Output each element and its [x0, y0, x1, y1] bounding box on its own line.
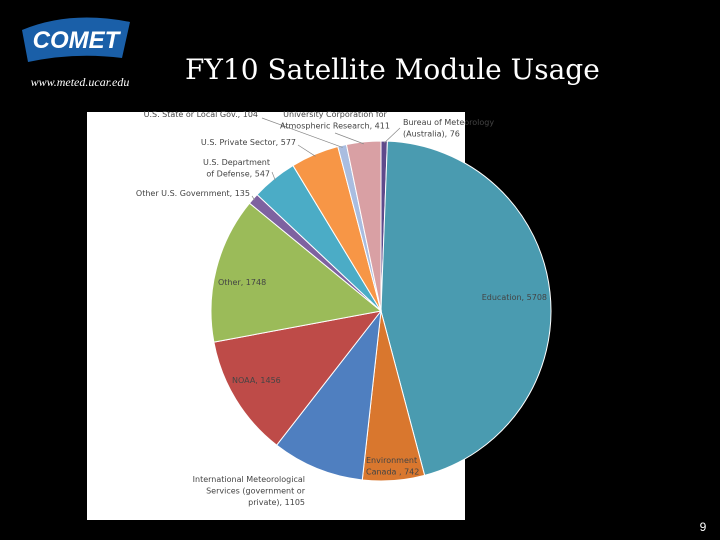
leader-line [261, 117, 343, 148]
leader-line [251, 195, 256, 201]
logo: COMET [33, 27, 122, 54]
pie-slice [345, 140, 382, 312]
data-label: of Defense, 547 [206, 170, 270, 179]
leader-line [271, 171, 276, 181]
data-label: Canada , 742 [366, 468, 419, 477]
pie-slice [213, 310, 383, 446]
data-label: Other, 1748 [218, 278, 266, 287]
data-label: Services (government or [206, 487, 306, 496]
pie-slice [275, 309, 382, 481]
data-label: U.S. State or Local Gov., 104 [144, 110, 258, 119]
data-label: U.S. Private Sector, 577 [201, 138, 296, 147]
data-label: Environment [366, 456, 417, 465]
leader-line [297, 144, 316, 157]
data-label: Atmospheric Research, 411 [280, 122, 390, 131]
page-number: 9 [700, 520, 707, 534]
website: www.meted.ucar.edu [31, 75, 130, 89]
data-label: private), 1105 [248, 498, 305, 507]
data-label: University Corporation for [283, 110, 387, 119]
data-label: Other U.S. Government, 135 [136, 189, 250, 198]
pie-slice [380, 140, 552, 476]
data-label: Bureau of Meteorology [403, 118, 494, 127]
data-label: International Meteorological [193, 475, 305, 484]
pie: Bureau of Meteorology (Australia), 76 Educ… [136, 110, 552, 507]
data-label: NOAA, 1456 [232, 376, 281, 385]
pie-slice [210, 202, 383, 343]
logo-shape [22, 17, 130, 62]
leader-line [334, 132, 364, 145]
data-label: U.S. Department [203, 158, 270, 167]
data-label: (Australia), 76 [403, 130, 460, 139]
leader-line [383, 127, 401, 144]
data-label: Education, 5708 [482, 293, 547, 302]
chart-title: FY10 Satellite Module Usage [185, 53, 600, 86]
